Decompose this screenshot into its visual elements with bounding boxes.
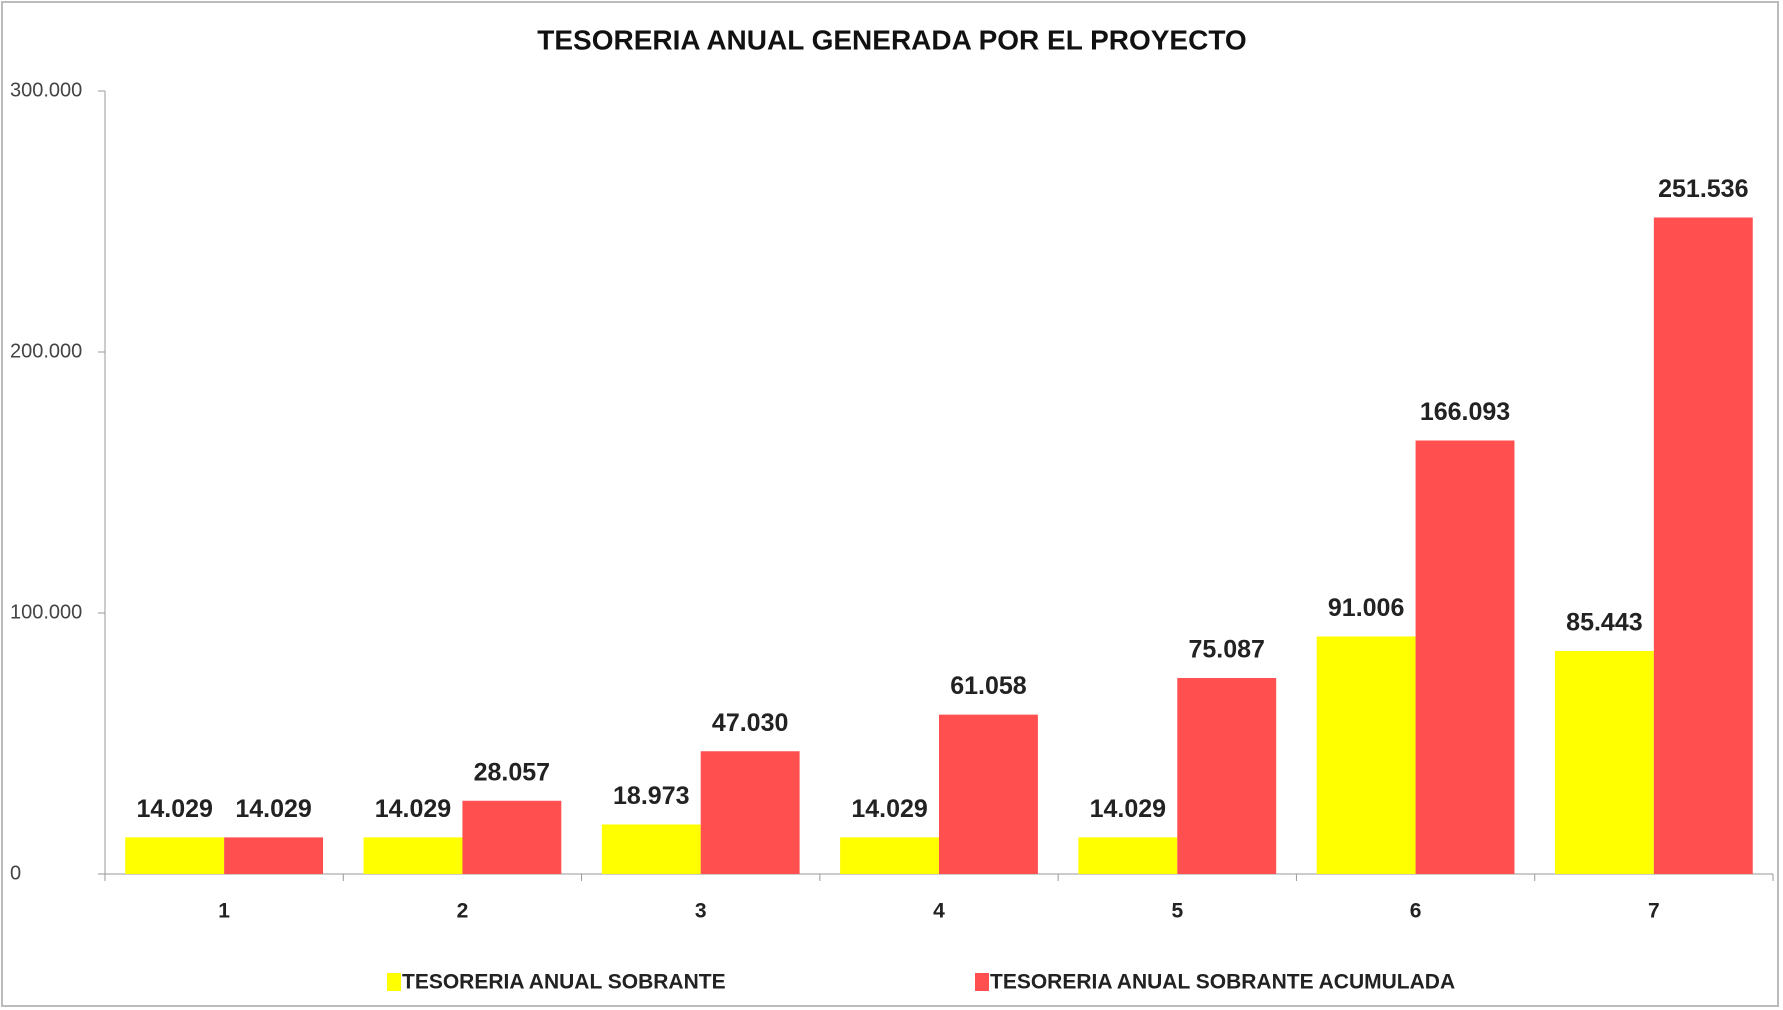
x-tick-label: 3 <box>695 900 707 923</box>
value-label: 14.029 <box>136 795 212 823</box>
bar <box>363 837 463 874</box>
value-label: 18.973 <box>613 782 689 810</box>
legend-label: TESORERIA ANUAL SOBRANTE <box>402 971 726 994</box>
bar <box>1653 217 1753 875</box>
bar <box>125 837 225 874</box>
x-tick-label: 1 <box>218 900 230 923</box>
y-tick-label: 0 <box>10 862 21 884</box>
y-tick-label: 300.000 <box>10 79 82 101</box>
bar <box>1316 636 1416 874</box>
value-label: 47.030 <box>712 709 788 737</box>
bar <box>1177 678 1277 874</box>
bar <box>224 837 324 874</box>
legend-swatch <box>975 973 989 991</box>
value-label: 251.536 <box>1658 175 1748 203</box>
value-label: 28.057 <box>474 758 550 786</box>
value-label: 91.006 <box>1328 594 1404 622</box>
bar <box>462 800 562 874</box>
legend-label: TESORERIA ANUAL SOBRANTE ACUMULADA <box>990 971 1455 994</box>
x-tick-label: 5 <box>1171 900 1183 923</box>
bar <box>601 824 701 874</box>
bar <box>1415 440 1515 874</box>
x-tick-label: 4 <box>933 900 945 923</box>
x-tick-label: 2 <box>457 900 469 923</box>
value-label: 85.443 <box>1566 609 1642 637</box>
x-tick-label: 6 <box>1410 900 1422 923</box>
value-label: 14.029 <box>375 795 451 823</box>
bar <box>840 837 939 874</box>
value-label: 61.058 <box>950 672 1027 700</box>
value-label: 14.029 <box>1090 795 1166 823</box>
bar <box>1078 837 1178 874</box>
y-tick-label: 100.000 <box>10 601 82 623</box>
bar <box>700 751 800 874</box>
chart-title: TESORERIA ANUAL GENERADA POR EL PROYECTO <box>537 24 1246 55</box>
bar <box>939 714 1038 874</box>
value-label: 75.087 <box>1188 636 1264 664</box>
value-label: 14.029 <box>851 795 927 823</box>
value-label: 166.093 <box>1420 398 1510 426</box>
value-label: 14.029 <box>235 795 311 823</box>
y-tick-label: 200.000 <box>10 340 82 362</box>
bar <box>1554 650 1654 874</box>
x-tick-label: 7 <box>1648 900 1660 923</box>
legend-swatch <box>387 973 401 991</box>
